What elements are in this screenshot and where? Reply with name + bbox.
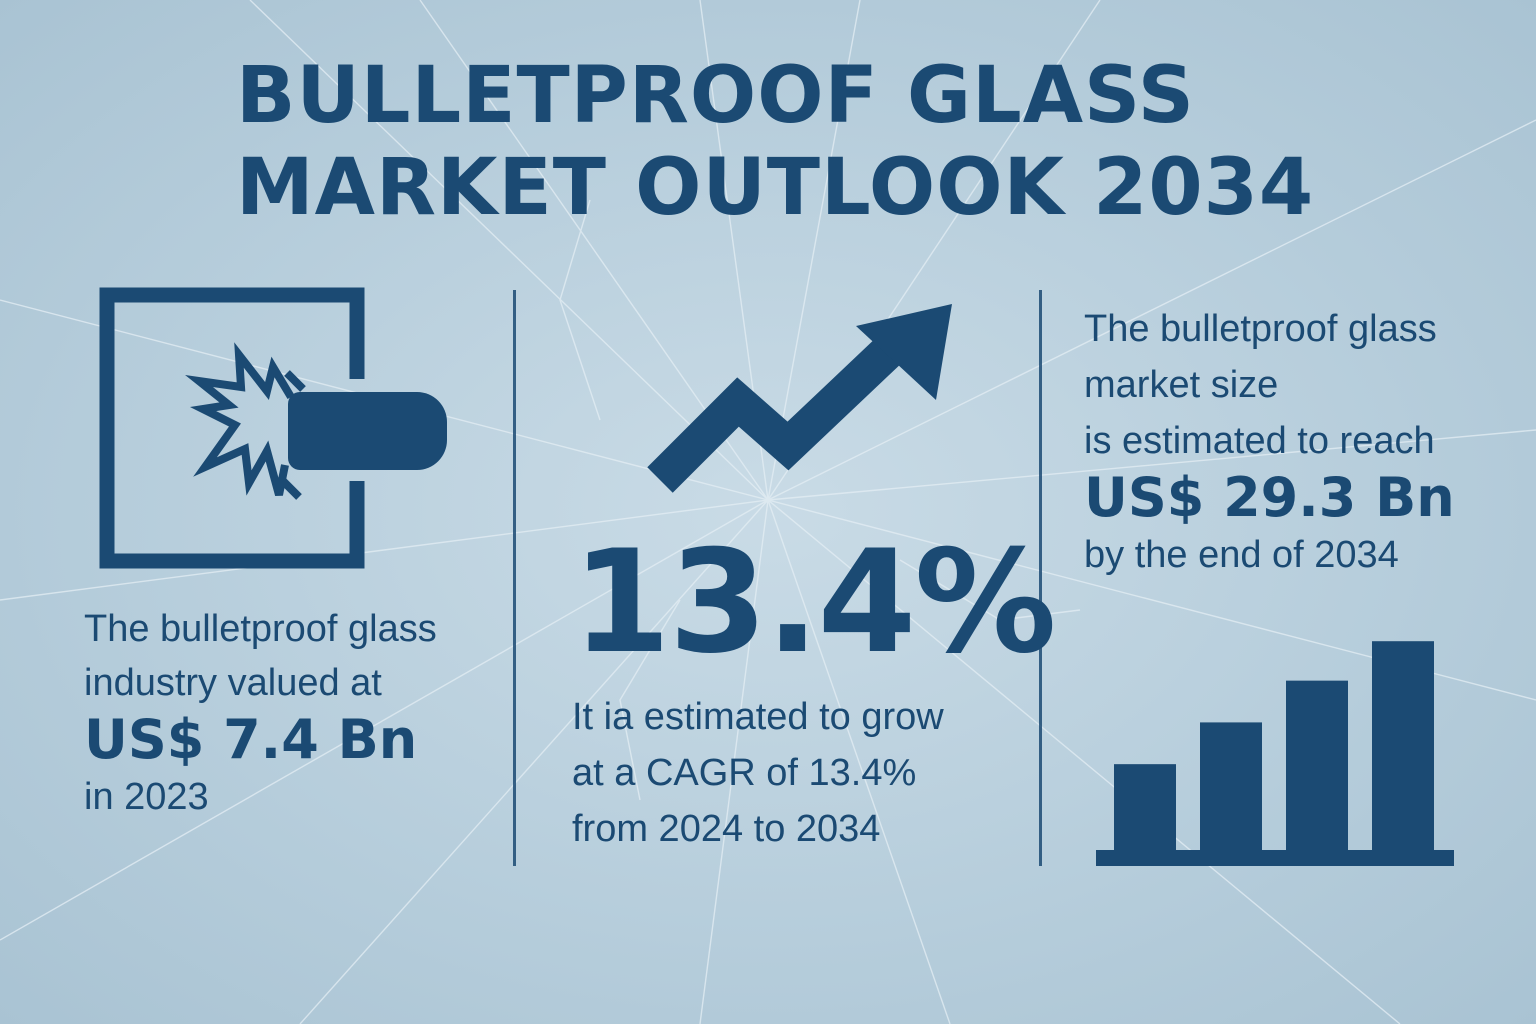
left-value: US$ 7.4 Bn bbox=[84, 708, 418, 771]
right-line-2: market size bbox=[1084, 364, 1279, 406]
left-line-3: in 2023 bbox=[84, 776, 209, 818]
right-line-4: by the end of 2034 bbox=[1084, 534, 1399, 576]
right-value: US$ 29.3 Bn bbox=[1084, 466, 1455, 529]
bar-chart-icon bbox=[1096, 641, 1454, 866]
cagr-percent: 13.4% bbox=[572, 520, 1057, 685]
divider-right bbox=[1039, 290, 1042, 866]
divider-left bbox=[513, 290, 516, 866]
bar-chart-bar bbox=[1200, 722, 1262, 850]
right-line-1: The bulletproof glass bbox=[1084, 308, 1437, 350]
bar-chart-baseline bbox=[1096, 850, 1454, 866]
left-stat-block: The bulletproof glass industry valued at… bbox=[84, 604, 437, 822]
bar-chart-bar bbox=[1372, 641, 1434, 850]
page-title: BULLETPROOF GLASS MARKET OUTLOOK 2034 bbox=[236, 50, 1436, 234]
left-line-2: industry valued at bbox=[84, 662, 382, 704]
middle-line-2: at a CAGR of 13.4% bbox=[572, 752, 917, 794]
middle-line-1: It ia estimated to grow bbox=[572, 696, 944, 738]
bullet-impact-icon bbox=[99, 287, 447, 569]
middle-stat-block: It ia estimated to grow at a CAGR of 13.… bbox=[572, 692, 944, 854]
right-stat-block: The bulletproof glass market size is est… bbox=[1084, 304, 1455, 580]
title-line-1: BULLETPROOF GLASS bbox=[236, 51, 1195, 141]
middle-line-3: from 2024 to 2034 bbox=[572, 808, 881, 850]
trend-up-arrow-icon bbox=[647, 304, 952, 493]
title-line-2: MARKET OUTLOOK 2034 bbox=[236, 143, 1315, 233]
left-line-1: The bulletproof glass bbox=[84, 608, 437, 650]
right-line-3: is estimated to reach bbox=[1084, 420, 1435, 462]
bar-chart-bar bbox=[1286, 680, 1348, 850]
bar-chart-bar bbox=[1114, 764, 1176, 850]
